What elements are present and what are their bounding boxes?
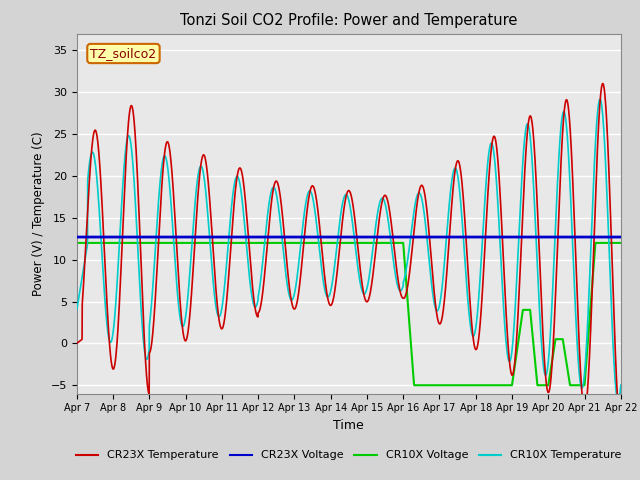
Title: Tonzi Soil CO2 Profile: Power and Temperature: Tonzi Soil CO2 Profile: Power and Temper…	[180, 13, 518, 28]
Text: TZ_soilco2: TZ_soilco2	[90, 47, 157, 60]
Y-axis label: Power (V) / Temperature (C): Power (V) / Temperature (C)	[32, 132, 45, 296]
Legend: CR23X Temperature, CR23X Voltage, CR10X Voltage, CR10X Temperature: CR23X Temperature, CR23X Voltage, CR10X …	[72, 446, 626, 465]
X-axis label: Time: Time	[333, 419, 364, 432]
